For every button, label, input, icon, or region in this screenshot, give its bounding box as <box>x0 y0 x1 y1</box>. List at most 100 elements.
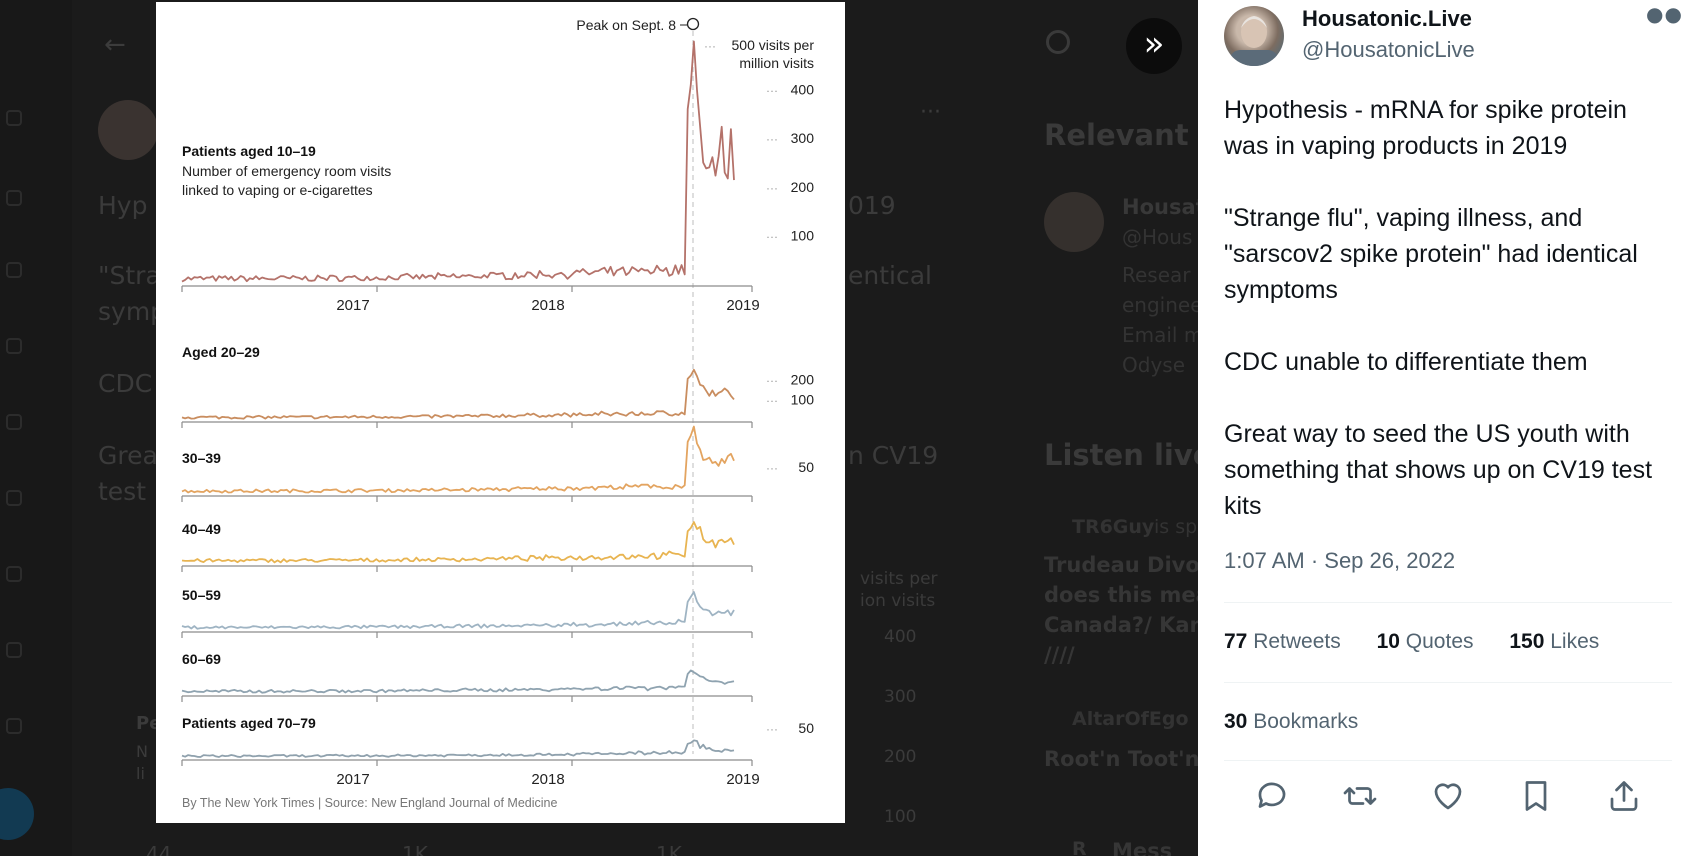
y-tick-dots: ··· <box>766 394 778 408</box>
quotes-count: 10 <box>1376 630 1400 653</box>
user-handle[interactable]: @HousatonicLive <box>1302 37 1475 62</box>
retweets-label: Retweets <box>1253 630 1341 653</box>
y-tick-dots: ··· <box>766 722 778 736</box>
tweet-paragraph: "Strange flu", vaping illness, and "sars… <box>1224 204 1638 304</box>
y-unit-label: million visits <box>739 55 814 71</box>
dim-text: Hyp <box>98 191 148 220</box>
tweet-text: Hypothesis - mRNA for spike protein was … <box>1224 92 1674 560</box>
dim-text: ion visits <box>860 591 936 611</box>
home-icon <box>6 110 22 126</box>
dim-side-text: Resear <box>1122 263 1191 287</box>
x-tick-label: 2018 <box>531 297 564 314</box>
dim-side-text: //// <box>1044 643 1075 667</box>
dim-text: 200 <box>884 747 917 767</box>
tweet-detail-panel: Housatonic.Live @HousatonicLive ●●● Hypo… <box>1198 0 1684 856</box>
double-chevron-right-icon: » <box>1143 24 1165 64</box>
share-icon[interactable] <box>1606 778 1642 814</box>
explore-icon <box>6 190 22 206</box>
tweet-image[interactable]: Patients aged 10–19 Number of emergency r… <box>156 2 845 823</box>
bookmark-icon[interactable] <box>1518 778 1554 814</box>
dim-side-text: is sp <box>1154 516 1198 538</box>
dim-side-avatar <box>1044 192 1104 252</box>
like-icon[interactable] <box>1430 778 1466 814</box>
dim-text: Pe <box>136 713 162 734</box>
y-tick-label: 50 <box>798 720 814 736</box>
bookmarks-stat[interactable]: 30 Bookmarks <box>1224 710 1358 734</box>
retweets-count: 77 <box>1224 630 1248 653</box>
nav-rail <box>0 0 72 856</box>
y-tick-dots: ··· <box>766 461 778 475</box>
bookmarks-count: 30 <box>1224 710 1248 733</box>
y-tick-label: 300 <box>791 130 815 146</box>
dim-text: 400 <box>884 627 917 647</box>
tweet-actions <box>1254 778 1654 814</box>
dim-text: 300 <box>884 687 917 707</box>
dim-side-text: Housat <box>1122 195 1198 219</box>
likes-stat[interactable]: 150 Likes <box>1509 630 1599 653</box>
dim-text: test <box>98 477 147 506</box>
profile-icon <box>6 490 22 506</box>
likes-label: Likes <box>1550 630 1600 653</box>
y-tick-dots: ··· <box>766 132 778 146</box>
bookmarks-label: Bookmarks <box>1253 710 1359 733</box>
settings-icon <box>6 718 22 734</box>
dim-text: N <box>136 742 148 761</box>
dim-avatar <box>98 100 158 160</box>
panel-label: 60–69 <box>182 651 221 667</box>
tweet-paragraph: Great way to seed the US youth with some… <box>1224 420 1653 520</box>
dim-reply-count: 44 <box>146 842 172 856</box>
back-arrow-icon: ← <box>104 30 126 60</box>
more-options-icon[interactable]: ●●● <box>1646 2 1684 26</box>
dim-side-text: Root'n Toot'n <box>1044 747 1198 771</box>
dim-text: n CV19 <box>848 441 939 470</box>
x-tick-label: 2019 <box>726 297 759 314</box>
series-line-5 <box>181 591 735 630</box>
panel-label: 40–49 <box>182 521 221 537</box>
dim-side-text: Trudeau Divor <box>1044 553 1198 577</box>
y-tick-label: 200 <box>791 371 815 387</box>
bookmarks-nav-icon <box>6 414 22 430</box>
dim-side-text: R <box>1072 838 1087 856</box>
quotes-label: Quotes <box>1405 630 1474 653</box>
dim-retweet-count: 1K <box>402 842 428 856</box>
dim-side-text: Canada?/ Kan <box>1044 613 1198 637</box>
dim-text: 100 <box>884 807 917 827</box>
panel-subtitle: Number of emergency room visits <box>182 163 391 179</box>
dim-search-icon <box>1046 30 1070 54</box>
avatar[interactable] <box>1224 6 1284 66</box>
y-tick-label: 50 <box>798 459 814 475</box>
lists-icon <box>6 642 22 658</box>
y-tick-dots: ··· <box>766 229 778 243</box>
series-line-2 <box>181 368 735 420</box>
dim-relevant-title: Relevant p <box>1044 118 1198 152</box>
expand-image-button[interactable]: » <box>1126 18 1182 74</box>
series-line-6 <box>181 669 735 694</box>
retweet-icon[interactable] <box>1342 778 1378 814</box>
display-name[interactable]: Housatonic.Live <box>1302 6 1472 31</box>
panel-subtitle: linked to vaping or e-cigarettes <box>182 182 373 198</box>
quotes-stat[interactable]: 10 Quotes <box>1377 630 1474 653</box>
y-tick-dots: ··· <box>766 84 778 98</box>
dim-side-text: TR6Guy <box>1072 516 1155 538</box>
dim-text: symp <box>98 297 167 326</box>
vaping-er-visits-chart: Patients aged 10–19 Number of emergency r… <box>181 17 815 810</box>
panel-label: Patients aged 70–79 <box>182 715 316 731</box>
y-tick-label: 100 <box>791 227 815 243</box>
reply-icon[interactable] <box>1254 778 1290 814</box>
tweet-paragraph: Hypothesis - mRNA for spike protein was … <box>1224 96 1627 160</box>
x-tick-label: 2019 <box>726 771 759 788</box>
series-line-7 <box>181 739 735 758</box>
tweet-timestamp[interactable]: 1:07 AM · Sep 26, 2022 <box>1224 548 1456 573</box>
y-tick-label: 200 <box>791 179 815 195</box>
dim-text: CDC <box>98 369 153 398</box>
panel-label: Patients aged 10–19 <box>182 143 316 159</box>
dim-text: visits per <box>860 569 938 589</box>
y-tick-label: 100 <box>791 392 815 408</box>
dim-text: entical <box>848 261 932 290</box>
dim-side-text: Email m <box>1122 323 1198 347</box>
dim-text: 019 <box>848 191 896 220</box>
dim-side-text: Odyse <box>1122 353 1185 377</box>
more-nav-icon <box>6 566 22 582</box>
series-line-4 <box>181 521 735 564</box>
retweets-stat[interactable]: 77 Retweets <box>1224 630 1341 653</box>
